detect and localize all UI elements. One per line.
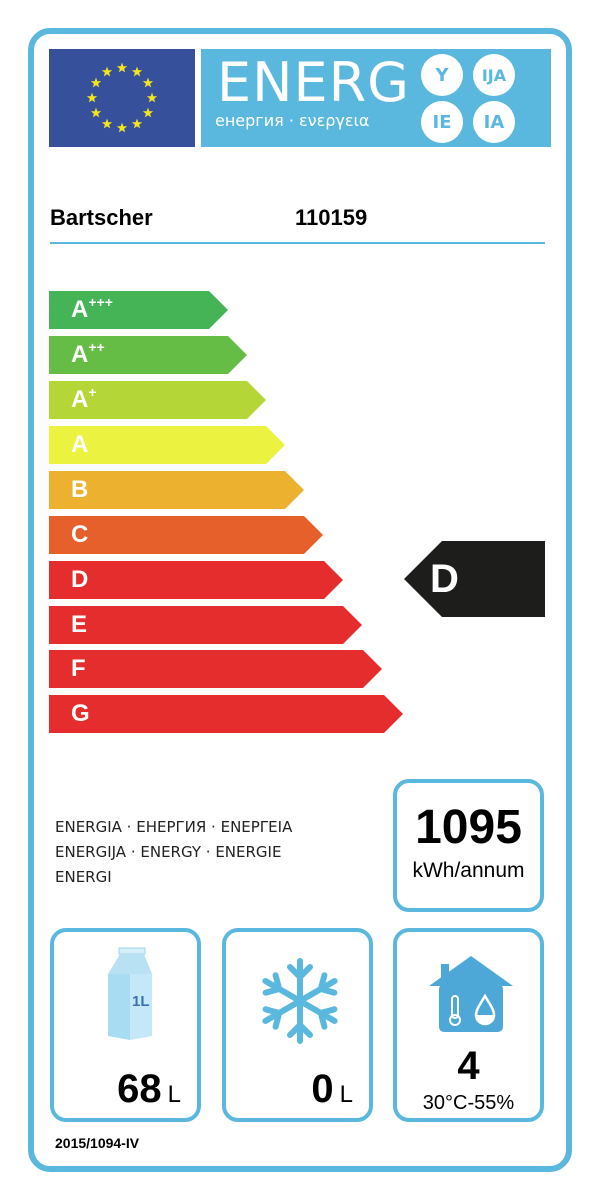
star-icon xyxy=(131,118,143,129)
brand-name: Bartscher xyxy=(50,205,153,230)
snowflake-icon xyxy=(262,958,338,1044)
scale-bar-f: F xyxy=(49,650,382,688)
energy-value: 1095 xyxy=(415,801,522,854)
label-border xyxy=(28,28,572,1172)
milk-carton-icon: 1L xyxy=(108,947,152,1040)
energy-banner: ENERG енергия · ενεργεια Y IJA IE IA xyxy=(201,49,551,147)
scale-bar-b: B xyxy=(49,471,304,509)
energy-languages: ENERGIA · ЕНЕРГИЯ · ΕΝΕΡΓΕΙΑ ENERGIJA · … xyxy=(55,815,292,890)
language-line: ENERGIA · ЕНЕРГИЯ · ΕΝΕΡΓΕΙΑ xyxy=(55,818,293,836)
suffix-badge: IE xyxy=(421,101,463,143)
star-icon xyxy=(101,66,113,77)
star-icon xyxy=(142,107,154,118)
star-icon xyxy=(90,107,102,118)
climate-class-box: 4 30°C-55% xyxy=(393,928,544,1122)
chill-volume-box: 1L 68 L xyxy=(50,928,201,1122)
model-number: 110159 xyxy=(295,205,368,230)
star-icon xyxy=(146,92,158,103)
scale-letter: F xyxy=(71,655,86,682)
scale-letter: E xyxy=(71,611,88,638)
chill-unit: L xyxy=(167,1081,181,1108)
star-icon xyxy=(86,92,98,103)
logo-subtitle: енергия · ενεργεια xyxy=(215,111,370,130)
star-icon xyxy=(116,62,128,73)
scale-letter: A xyxy=(71,296,89,323)
scale-letter: B xyxy=(71,476,89,503)
chill-volume: 68 L xyxy=(117,1067,181,1112)
star-icon xyxy=(142,77,154,88)
star-icon xyxy=(116,122,128,133)
scale-bar-aplus: A+ xyxy=(49,381,266,419)
chill-value: 68 xyxy=(117,1067,162,1111)
scale-letter: A xyxy=(71,431,89,458)
scale-bar-d: D xyxy=(49,561,343,599)
climate-range: 30°C-55% xyxy=(422,1092,515,1114)
scale-letter: G xyxy=(71,700,90,727)
scale-plus: + xyxy=(88,384,97,400)
divider xyxy=(50,242,545,244)
scale-plus: +++ xyxy=(88,294,113,310)
climate-class: 4 xyxy=(457,1044,480,1088)
house-thermometer-drop-icon xyxy=(429,956,513,1032)
scale-letter: C xyxy=(71,521,89,548)
carton-label: 1L xyxy=(132,993,150,1010)
suffix-badge: Y xyxy=(421,54,463,96)
scale-bar-a: A xyxy=(49,426,285,464)
suffix-badge: IA xyxy=(473,101,515,143)
suffix-badge: IJA xyxy=(473,54,515,96)
frozen-value: 0 xyxy=(311,1067,334,1111)
regulation-number: 2015/1094-IV xyxy=(55,1135,140,1151)
scale-bar-aplusplus: A++ xyxy=(49,336,247,374)
scale-letter: A xyxy=(71,341,89,368)
energy-consumption-box: 1095 kWh/annum xyxy=(393,779,544,912)
scale-letter: A xyxy=(71,386,89,413)
scale-bar-e: E xyxy=(49,606,362,644)
frozen-unit: L xyxy=(339,1081,353,1108)
star-icon xyxy=(90,77,102,88)
language-line: ENERGIJA · ENERGY · ENERGIE xyxy=(55,843,282,861)
language-line: ENERGI xyxy=(55,868,112,886)
scale-bar-g: G xyxy=(49,695,403,733)
star-icon xyxy=(131,66,143,77)
eu-flag-icon xyxy=(49,49,195,147)
logo-text: ENERG xyxy=(217,51,410,114)
energy-unit: kWh/annum xyxy=(412,859,525,882)
scale-bar-aplusplusplus: A+++ xyxy=(49,291,228,329)
star-icon xyxy=(101,118,113,129)
scale-bar-c: C xyxy=(49,516,323,554)
scale-letter: D xyxy=(71,566,89,593)
scale-plus: ++ xyxy=(88,339,105,355)
